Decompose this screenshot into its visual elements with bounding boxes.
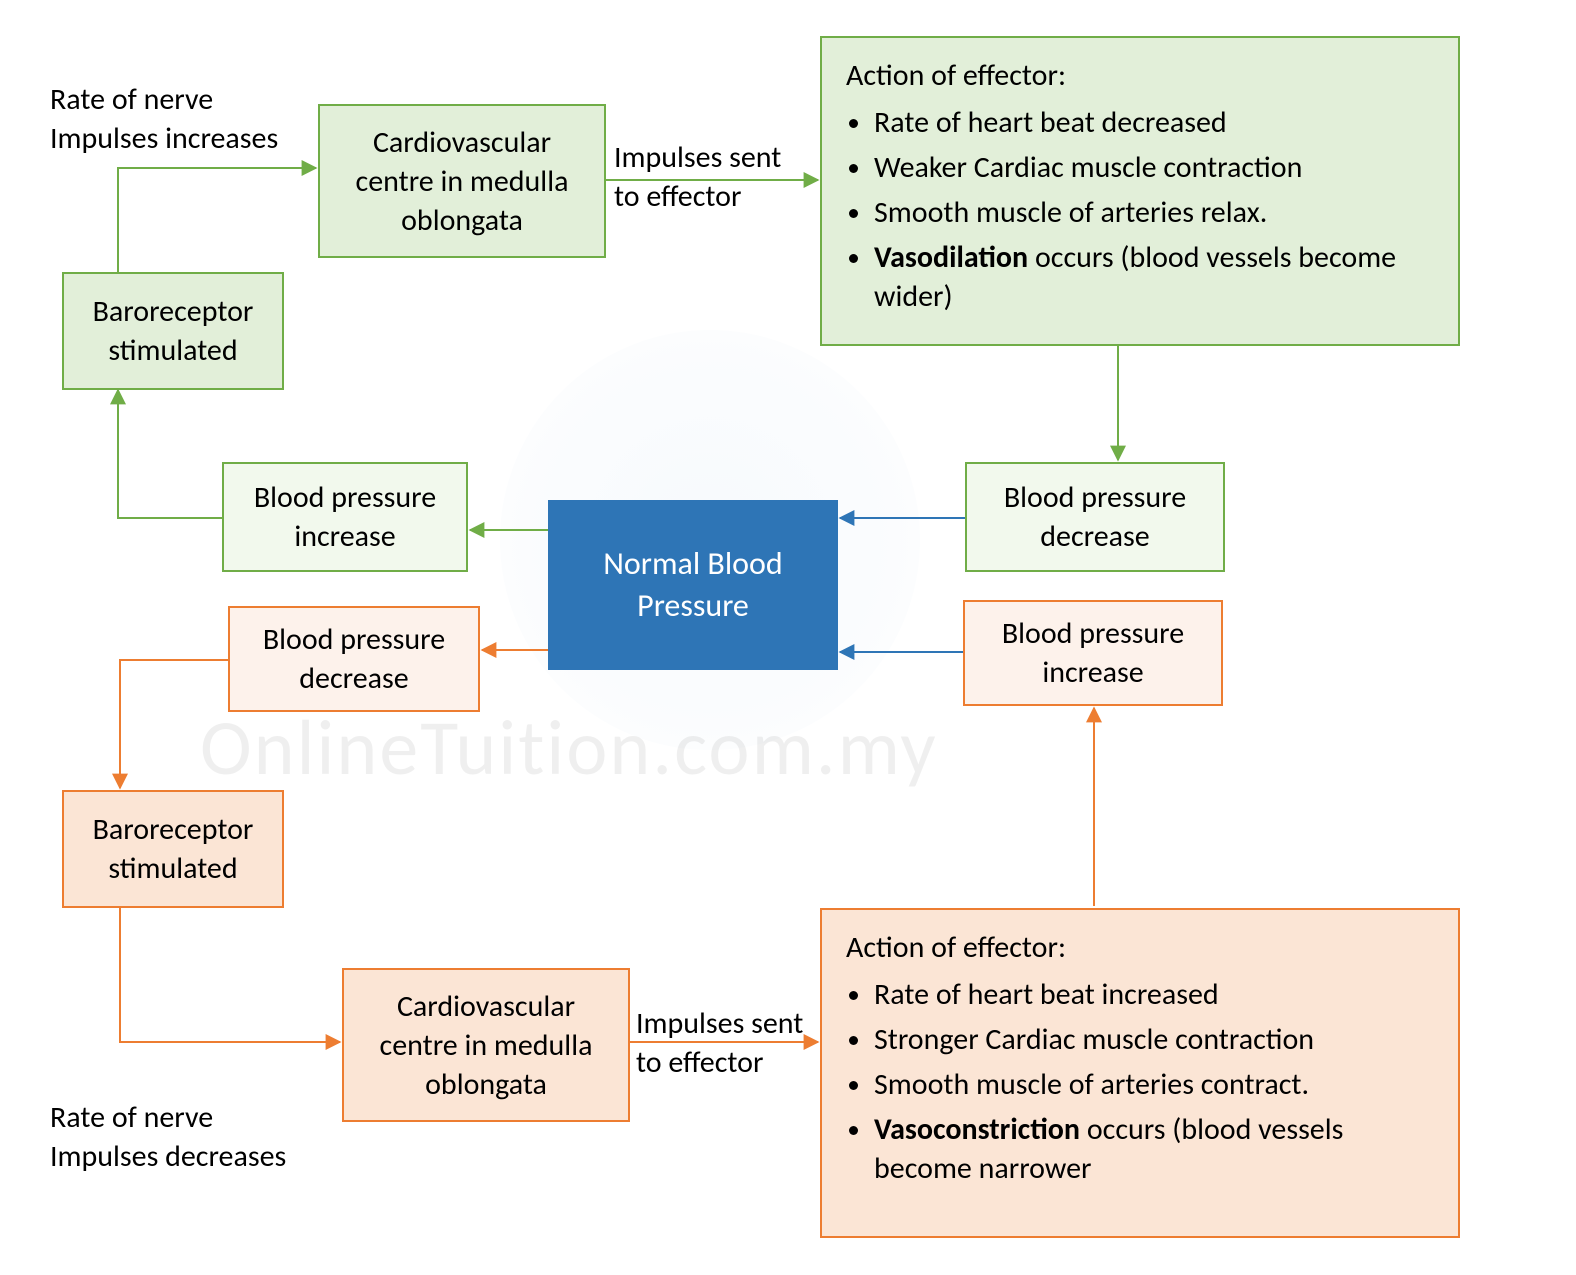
effector-item: Vasoconstriction occurs (blood vessels b… [874, 1110, 1434, 1188]
effector-item: Smooth muscle of arteries contract. [874, 1065, 1434, 1104]
node-label: Blood pressure decrease [979, 478, 1211, 556]
node-label: Baroreceptor stimulated [76, 810, 270, 888]
node-normal-blood-pressure: Normal Blood Pressure [548, 500, 838, 670]
node-label: Blood pressure increase [236, 478, 454, 556]
effector-list-top: Rate of heart beat decreased Weaker Card… [846, 103, 1434, 316]
node-bp-increase-bottom: Blood pressure increase [963, 600, 1223, 706]
node-bp-decrease-bottom: Blood pressure decrease [228, 606, 480, 712]
effector-item: Rate of heart beat decreased [874, 103, 1434, 142]
effector-item: Weaker Cardiac muscle contraction [874, 148, 1434, 187]
node-bp-increase-top: Blood pressure increase [222, 462, 468, 572]
watermark-text: OnlineTuition.com.my [200, 700, 938, 795]
effector-title: Action of effector: [846, 928, 1434, 967]
node-cvc-top: Cardiovascular centre in medulla oblonga… [318, 104, 606, 258]
node-label: Baroreceptor stimulated [76, 292, 270, 370]
node-label: Normal Blood Pressure [562, 543, 824, 626]
node-cvc-bottom: Cardiovascular centre in medulla oblonga… [342, 968, 630, 1122]
label-rate-increase: Rate of nerveImpulses increases [50, 80, 278, 158]
edge-o_bp_decrease-to-o_baro [120, 660, 228, 788]
label-impulses-bottom: Impulses sentto effector [636, 1004, 803, 1082]
effector-list-bottom: Rate of heart beat increased Stronger Ca… [846, 975, 1434, 1188]
node-baroreceptor-top: Baroreceptor stimulated [62, 272, 284, 390]
node-baroreceptor-bottom: Baroreceptor stimulated [62, 790, 284, 908]
node-label: Blood pressure increase [977, 614, 1209, 692]
edge-g_baro-to-g_cvc [118, 168, 316, 272]
effector-title: Action of effector: [846, 56, 1434, 95]
node-label: Blood pressure decrease [242, 620, 466, 698]
effector-item: Vasodilation occurs (blood vessels becom… [874, 238, 1434, 316]
label-rate-decrease: Rate of nerveImpulses decreases [50, 1098, 286, 1176]
edge-g_bp_increase-to-g_baro [118, 390, 222, 518]
node-bp-decrease-top: Blood pressure decrease [965, 462, 1225, 572]
label-impulses-top: Impulses sentto effector [614, 138, 781, 216]
node-effector-top: Action of effector: Rate of heart beat d… [820, 36, 1460, 346]
effector-item: Stronger Cardiac muscle contraction [874, 1020, 1434, 1059]
effector-item: Smooth muscle of arteries relax. [874, 193, 1434, 232]
effector-item: Rate of heart beat increased [874, 975, 1434, 1014]
node-label: Cardiovascular centre in medulla oblonga… [332, 123, 592, 240]
node-label: Cardiovascular centre in medulla oblonga… [356, 987, 616, 1104]
node-effector-bottom: Action of effector: Rate of heart beat i… [820, 908, 1460, 1238]
edge-o_baro-to-o_cvc [120, 908, 340, 1042]
